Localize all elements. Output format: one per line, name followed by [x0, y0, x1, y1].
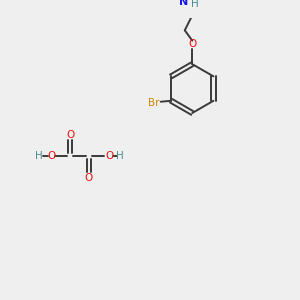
Text: O: O — [66, 130, 74, 140]
Text: H: H — [191, 0, 199, 9]
Text: O: O — [188, 39, 196, 50]
Text: N: N — [179, 0, 188, 7]
Text: Br: Br — [148, 98, 160, 108]
Text: O: O — [47, 151, 56, 161]
Text: H: H — [116, 151, 124, 161]
Text: O: O — [85, 173, 93, 183]
Text: O: O — [106, 151, 114, 161]
Text: H: H — [35, 151, 43, 161]
